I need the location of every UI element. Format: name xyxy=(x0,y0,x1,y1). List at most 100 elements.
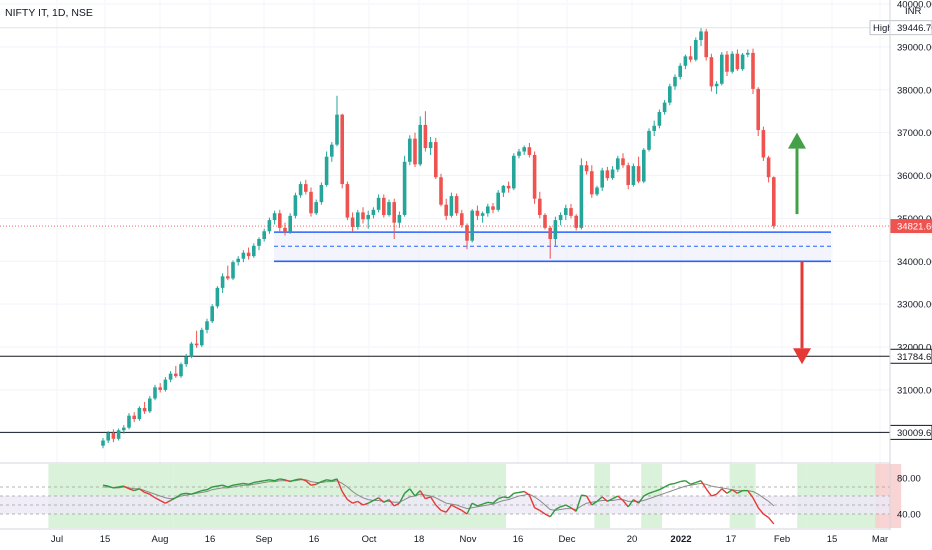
candle-body xyxy=(330,144,334,157)
candle xyxy=(564,204,568,221)
candle-body xyxy=(626,165,630,185)
candle xyxy=(678,63,682,80)
rsi-segment xyxy=(201,489,208,492)
rsi-segment xyxy=(482,501,489,505)
candle xyxy=(257,237,261,251)
candle xyxy=(751,48,755,95)
candle-body xyxy=(642,149,646,182)
candle xyxy=(272,210,277,225)
candle-body xyxy=(257,238,261,246)
candle-body xyxy=(564,208,568,215)
rsi-segment xyxy=(627,499,634,508)
y-tick-label: 33000.00 xyxy=(897,300,932,311)
candle xyxy=(636,156,641,184)
rsi-segment xyxy=(711,493,717,497)
candle xyxy=(298,181,303,198)
candle-body xyxy=(241,252,246,259)
candle-body xyxy=(283,227,287,233)
candle xyxy=(132,412,136,423)
candle-body xyxy=(215,287,220,307)
candle xyxy=(434,137,438,179)
candle-body xyxy=(761,130,766,158)
candle xyxy=(626,162,630,190)
rsi-segment xyxy=(585,495,593,506)
candle xyxy=(605,166,610,181)
candle xyxy=(480,211,485,223)
candle xyxy=(538,191,542,219)
x-tick-label: 15 xyxy=(827,534,838,545)
rsi-segment xyxy=(269,479,275,482)
candle-body xyxy=(210,306,214,322)
rsi-segment xyxy=(352,500,359,504)
candle-body xyxy=(288,215,292,233)
candle-body xyxy=(610,169,615,179)
candle xyxy=(584,160,589,175)
rsi-segment xyxy=(425,496,431,500)
candle xyxy=(278,209,282,232)
rsi-segment xyxy=(165,499,171,504)
rsi-segment xyxy=(315,480,322,485)
candles xyxy=(101,27,776,449)
candle xyxy=(163,377,168,392)
rsi-segment xyxy=(383,498,390,503)
candle-body xyxy=(356,212,360,227)
rsi-segment xyxy=(508,492,515,499)
candle-body xyxy=(548,227,552,239)
rsi-segment xyxy=(612,495,619,500)
candle xyxy=(527,142,532,158)
candle xyxy=(376,194,381,213)
candle-body xyxy=(267,220,272,232)
rsi-segment xyxy=(737,489,743,494)
candle-body xyxy=(532,154,537,199)
rsi-segment xyxy=(570,507,577,512)
candle-body xyxy=(132,415,136,420)
rsi-segment xyxy=(726,489,733,494)
candle xyxy=(475,205,480,221)
rsi-segment xyxy=(763,513,769,519)
candle xyxy=(460,209,464,228)
candle xyxy=(465,223,469,250)
candle-body xyxy=(304,184,308,192)
candle xyxy=(616,155,620,173)
rsi-segment xyxy=(107,485,114,489)
candle-body xyxy=(662,102,667,113)
rsi-segment xyxy=(362,502,369,506)
candle xyxy=(418,116,422,167)
candle xyxy=(512,153,516,191)
candle-body xyxy=(226,276,230,279)
level-label: 30009.60 xyxy=(897,428,932,439)
candle-body xyxy=(428,142,433,149)
candle xyxy=(668,83,672,106)
candle xyxy=(709,53,714,92)
candle-body xyxy=(527,147,532,155)
candle xyxy=(595,185,599,197)
candle-body xyxy=(730,53,734,72)
candle-body xyxy=(600,170,604,188)
rsi-segment xyxy=(523,490,530,496)
candle-body xyxy=(621,158,625,166)
rsi-segment xyxy=(326,479,332,482)
x-tick-label: Nov xyxy=(460,534,477,545)
candle-body xyxy=(402,161,407,215)
rsi-segment xyxy=(503,496,509,499)
rsi-segment xyxy=(191,491,197,495)
rsi-segment xyxy=(648,490,655,494)
candle xyxy=(262,228,266,242)
rsi-segment xyxy=(367,499,374,504)
candle-body xyxy=(236,258,240,263)
candle xyxy=(454,193,459,216)
rsi-tick-label: 40.00 xyxy=(897,510,921,521)
candle xyxy=(699,27,703,47)
rsi-segment xyxy=(170,497,177,502)
rsi-segment xyxy=(596,496,603,502)
candle-body xyxy=(735,53,740,70)
candle xyxy=(543,213,547,230)
candle xyxy=(746,49,750,58)
candle xyxy=(610,166,615,180)
x-tick-label: Jul xyxy=(51,534,63,545)
candle-body xyxy=(371,209,376,215)
rsi-segment xyxy=(196,489,203,494)
candle xyxy=(486,203,490,217)
arrow-head xyxy=(788,132,806,149)
